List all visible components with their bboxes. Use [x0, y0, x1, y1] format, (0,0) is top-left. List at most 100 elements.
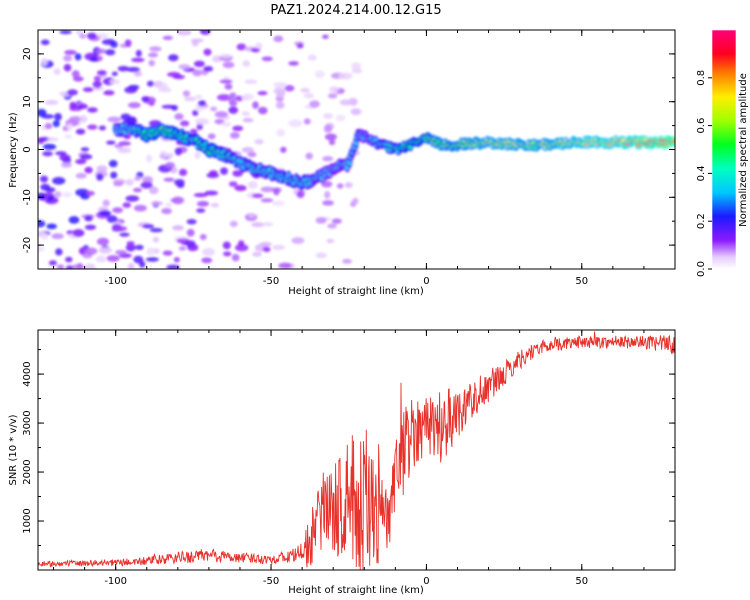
noise-blob	[252, 101, 259, 109]
y-tick-label: 4000	[22, 361, 33, 386]
snr-x-label: Height of straight line (km)	[288, 585, 424, 596]
noise-blob	[96, 173, 104, 181]
noise-blob	[102, 199, 110, 207]
noise-blob	[195, 118, 209, 125]
noise-blob	[251, 252, 262, 257]
noise-blob	[210, 106, 218, 112]
noise-blob	[296, 190, 305, 199]
noise-blob	[98, 210, 112, 217]
noise-blob	[134, 70, 142, 77]
noise-blob	[80, 147, 90, 152]
noise-blob	[158, 87, 172, 93]
noise-blob	[174, 113, 184, 120]
noise-blob	[339, 99, 352, 106]
noise-blob	[162, 250, 173, 256]
noise-blob	[98, 246, 112, 254]
noise-blob	[63, 55, 73, 62]
noise-blob	[42, 151, 53, 157]
noise-blob	[75, 172, 87, 179]
noise-blob	[255, 42, 263, 50]
noise-blob	[303, 118, 311, 125]
noise-blob	[133, 204, 147, 212]
noise-blob	[327, 93, 338, 99]
noise-blob	[96, 48, 107, 54]
noise-blob	[197, 100, 207, 107]
noise-blob	[296, 43, 304, 49]
noise-blob	[322, 156, 334, 162]
spectrogram-y-label: Frequency (Hz)	[8, 112, 19, 188]
noise-blob	[195, 94, 203, 100]
noise-blob	[214, 111, 229, 118]
noise-blob	[242, 60, 251, 67]
noise-blob	[351, 62, 362, 71]
noise-blob	[275, 101, 285, 109]
noise-blob	[222, 241, 231, 250]
noise-blob	[344, 182, 353, 189]
noise-blob	[92, 80, 102, 89]
noise-blob	[193, 193, 208, 198]
noise-blob	[288, 61, 299, 66]
noise-blob	[84, 166, 93, 174]
noise-blob	[216, 94, 231, 101]
noise-blob	[38, 230, 45, 238]
noise-blob	[111, 71, 118, 76]
noise-blob	[82, 87, 94, 92]
noise-blob	[228, 106, 239, 114]
noise-blob	[77, 103, 88, 110]
noise-blob	[164, 152, 175, 159]
noise-blob	[272, 244, 286, 250]
noise-blob	[125, 195, 140, 202]
x-tick-label: -50	[263, 276, 279, 287]
noise-blob	[84, 215, 93, 222]
noise-blob	[247, 181, 258, 189]
noise-blob	[178, 64, 191, 70]
noise-blob	[55, 248, 63, 256]
noise-blob	[128, 102, 141, 109]
noise-blob	[44, 100, 59, 105]
noise-blob	[251, 193, 264, 199]
noise-blob	[241, 93, 255, 101]
noise-blob	[119, 232, 130, 237]
noise-blob	[141, 96, 150, 102]
noise-blob	[53, 68, 61, 75]
noise-blob	[112, 207, 124, 214]
noise-blob	[305, 152, 313, 160]
noise-blob	[219, 54, 232, 59]
noise-blob	[149, 227, 163, 233]
noise-blob	[78, 247, 86, 255]
noise-blob	[108, 159, 118, 168]
noise-blob	[165, 162, 175, 169]
noise-blob	[234, 184, 247, 192]
y-tick-label: 20	[22, 48, 33, 61]
noise-blob	[178, 246, 187, 251]
noise-blob	[248, 213, 256, 218]
noise-blob	[72, 229, 85, 237]
noise-blob	[117, 65, 130, 72]
noise-blob	[178, 168, 188, 177]
noise-blob	[51, 233, 64, 240]
noise-blob	[54, 112, 62, 121]
noise-blob	[145, 154, 153, 163]
noise-blob	[150, 201, 164, 206]
noise-blob	[59, 154, 71, 161]
noise-blob	[201, 257, 213, 264]
noise-blob	[196, 208, 206, 213]
noise-blob	[247, 151, 257, 158]
noise-blob	[40, 39, 50, 46]
noise-blob	[194, 151, 201, 159]
noise-blob	[64, 134, 73, 139]
noise-blob	[87, 107, 98, 113]
noise-blob	[79, 33, 87, 39]
noise-blob	[271, 200, 285, 206]
noise-blob	[232, 170, 243, 177]
noise-blob	[125, 178, 134, 186]
snr-frame	[37, 329, 676, 571]
noise-blob	[135, 49, 142, 57]
noise-blob	[54, 191, 62, 198]
noise-blob	[335, 114, 346, 122]
y-tick-label: 0	[22, 146, 33, 152]
noise-blob	[79, 115, 88, 123]
noise-blob	[38, 245, 45, 252]
noise-blob	[351, 68, 363, 74]
colorbar-tick-label: 0.6	[696, 118, 707, 134]
